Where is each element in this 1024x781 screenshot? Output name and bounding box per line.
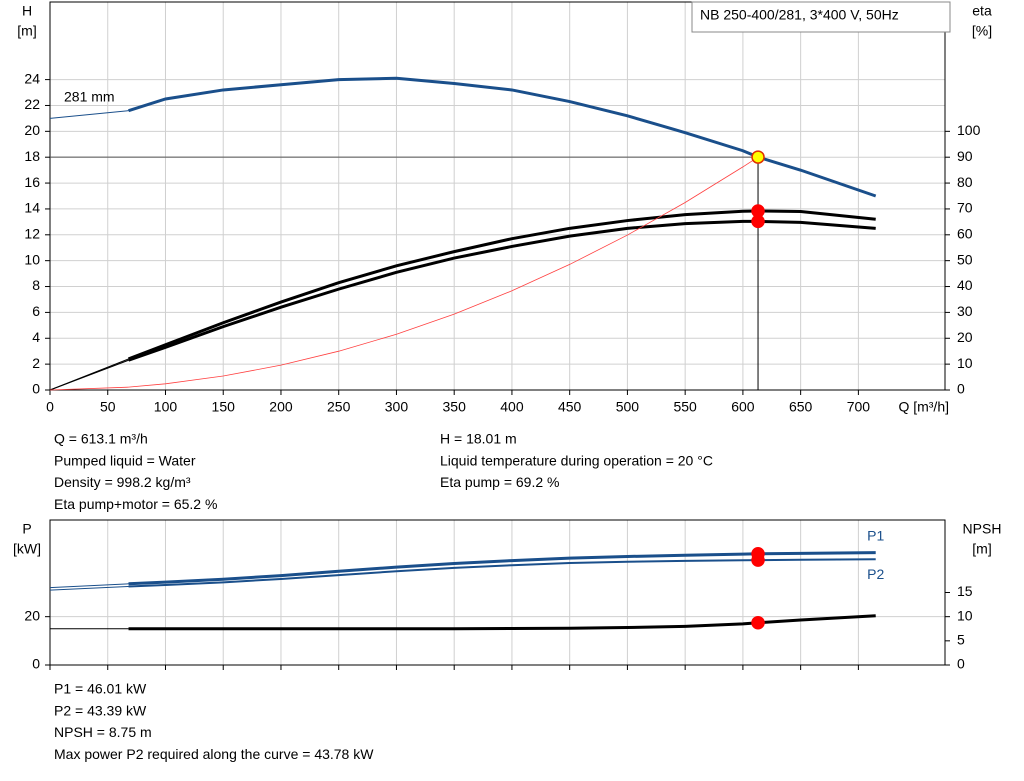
legend-box: [691, 1, 951, 33]
x-tick-label: 650: [789, 399, 813, 415]
y2-tick-label: 80: [957, 174, 973, 190]
curve: [49, 156, 759, 391]
y-tick-label: 2: [32, 355, 40, 371]
y-tick-label: 22: [24, 96, 40, 112]
readout-line: Max power P2 required along the curve = …: [54, 746, 374, 762]
x-tick-label: 700: [847, 399, 871, 415]
y-axis-unit: [m]: [17, 23, 36, 39]
y-tick-label: 8: [32, 277, 40, 293]
readout-line: NPSH = 8.75 m: [54, 724, 152, 740]
y2-tick-label: 10: [957, 607, 973, 623]
x-tick-label: 150: [212, 399, 236, 415]
readout-line: Eta pump = 69.2 %: [440, 474, 559, 490]
curve: [49, 359, 129, 391]
x-tick-label: 0: [46, 399, 54, 415]
legend-title: NB 250-400/281, 3*400 V, 50Hz: [700, 7, 899, 23]
y2-tick-label: 60: [957, 226, 973, 242]
y-tick-label: 16: [24, 174, 40, 190]
y-axis-label: H: [22, 3, 32, 19]
curve: [128, 76, 877, 198]
y2-tick-label: 5: [957, 632, 965, 648]
x-axis-label: Q [m³/h]: [898, 399, 949, 415]
x-tick-label: 550: [673, 399, 697, 415]
y2-tick-label: 90: [957, 148, 973, 164]
readout-line: Eta pump+motor = 65.2 %: [54, 496, 217, 512]
y2-tick-label: 20: [957, 329, 973, 345]
curve-label: P2: [867, 566, 884, 582]
readout-line: P2 = 43.39 kW: [54, 702, 147, 718]
y-tick-label: 0: [32, 656, 40, 672]
y-tick-label: 12: [24, 226, 40, 242]
x-tick-label: 50: [100, 399, 116, 415]
y2-tick-label: 40: [957, 277, 973, 293]
y-tick-label: 0: [32, 381, 40, 397]
readout-line: P1 = 46.01 kW: [54, 681, 147, 697]
readout-line: Liquid temperature during operation = 20…: [440, 452, 713, 468]
y2-tick-label: 70: [957, 200, 973, 216]
x-tick-label: 350: [443, 399, 467, 415]
y2-tick-label: 30: [957, 303, 973, 319]
readout-line: Q = 613.1 m³/h: [54, 431, 148, 447]
y2-tick-label: 10: [957, 355, 973, 371]
curve-annotation: 281 mm: [64, 89, 115, 105]
y2-tick-label: 50: [957, 251, 973, 267]
curve: [49, 583, 129, 589]
y-tick-label: 20: [24, 122, 40, 138]
y2-tick-label: 0: [957, 656, 965, 672]
y-axis-unit: [kW]: [13, 541, 41, 557]
curve-label: P1: [867, 527, 884, 543]
y2-tick-label: 15: [957, 583, 973, 599]
readout-line: H = 18.01 m: [440, 431, 517, 447]
operating-point: [751, 214, 765, 229]
y-tick-label: 4: [32, 329, 40, 345]
x-tick-label: 100: [154, 399, 178, 415]
curve: [49, 110, 129, 119]
x-tick-label: 250: [327, 399, 351, 415]
curve: [127, 209, 876, 361]
y2-tick-label: 0: [957, 381, 965, 397]
y2-tick-label: 100: [957, 122, 981, 138]
y2-axis-unit: [%]: [972, 23, 992, 39]
plot-frame: [49, 519, 946, 666]
y2-axis-label: eta: [972, 3, 992, 19]
y2-axis-unit: [m]: [972, 541, 991, 557]
x-tick-label: 600: [731, 399, 755, 415]
x-tick-label: 450: [558, 399, 582, 415]
y2-axis-label: NPSH: [963, 521, 1002, 537]
x-tick-label: 300: [385, 399, 409, 415]
operating-point: [751, 150, 765, 164]
x-tick-label: 400: [500, 399, 524, 415]
readout-line: Pumped liquid = Water: [54, 452, 196, 468]
operating-point: [751, 615, 765, 630]
curve: [49, 585, 129, 591]
y-tick-label: 18: [24, 148, 40, 164]
y-axis-label: P: [22, 521, 31, 537]
y-tick-label: 6: [32, 303, 40, 319]
y-tick-label: 20: [24, 607, 40, 623]
plot-frame: [49, 1, 946, 391]
x-tick-label: 200: [269, 399, 293, 415]
y-tick-label: 14: [24, 200, 40, 216]
x-tick-label: 500: [616, 399, 640, 415]
readout-line: Density = 998.2 kg/m³: [54, 474, 191, 490]
y-tick-label: 10: [24, 251, 40, 267]
y-tick-label: 24: [24, 70, 40, 86]
operating-point: [751, 553, 765, 567]
